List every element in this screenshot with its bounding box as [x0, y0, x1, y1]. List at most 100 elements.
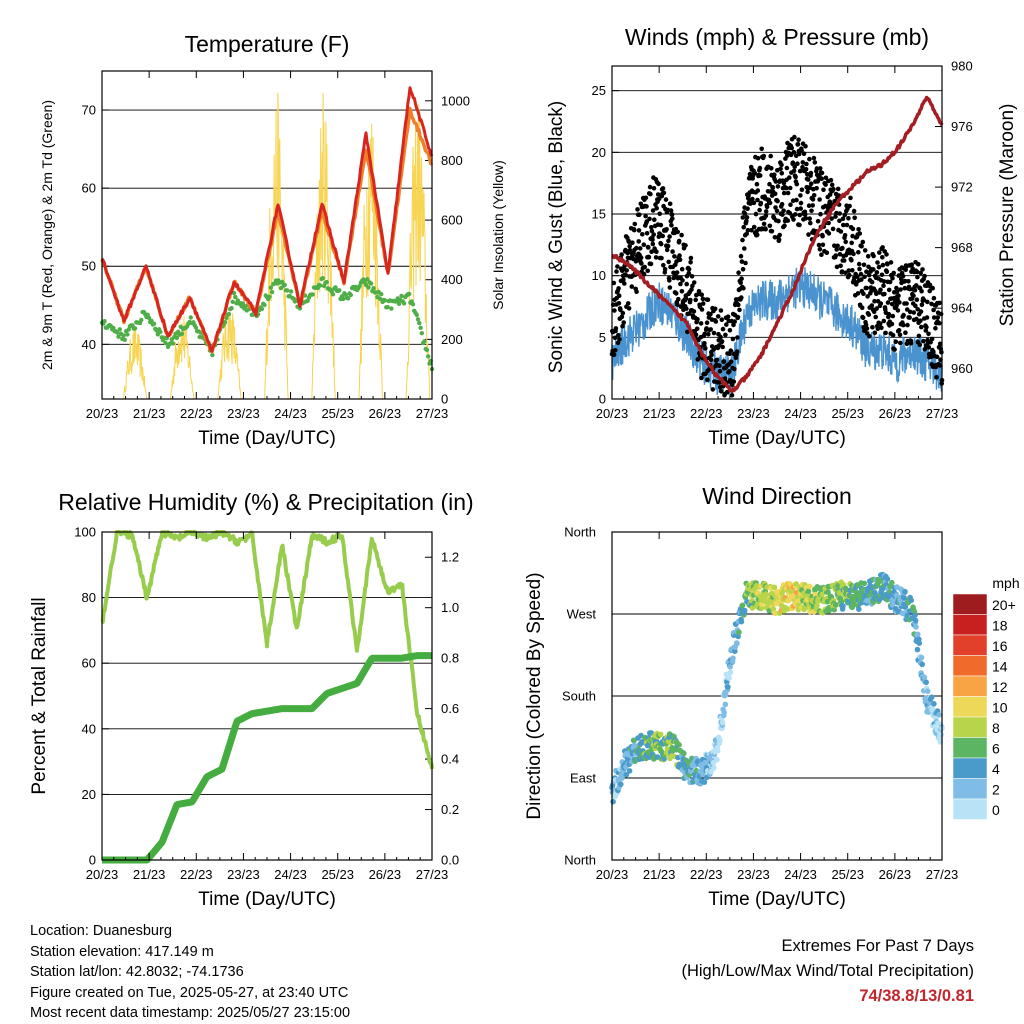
gust-point — [702, 331, 707, 337]
y-tick-label: 70 — [82, 103, 96, 118]
gust-point — [919, 324, 924, 330]
winds-title: Winds (mph) & Pressure (mb) — [625, 24, 929, 50]
dewpoint-point — [125, 332, 130, 337]
gust-point — [885, 300, 891, 305]
dewpoint-point — [163, 340, 168, 346]
gust-point — [651, 186, 657, 191]
y-right-tick-label: 968 — [951, 240, 973, 255]
dewpoint-point — [396, 301, 402, 306]
gust-point — [713, 319, 719, 324]
gust-point — [934, 354, 940, 360]
direction-tick-label: South — [562, 689, 596, 704]
direction-point — [610, 798, 616, 805]
gust-point — [623, 272, 629, 278]
gust-point — [826, 220, 831, 226]
gust-point — [817, 247, 823, 252]
dewpoint-point — [365, 277, 370, 282]
x-tick-label: 20/23 — [596, 867, 629, 882]
gust-point — [693, 332, 699, 338]
gust-point — [727, 328, 733, 333]
gust-point — [929, 336, 935, 342]
gust-point — [816, 242, 822, 248]
gust-point — [699, 307, 705, 312]
direction-point — [732, 648, 738, 654]
gust-point — [661, 262, 666, 268]
y-tick-label: 20 — [82, 787, 96, 802]
gust-point — [634, 289, 639, 295]
dewpoint-point — [366, 285, 371, 290]
gust-point — [616, 301, 622, 306]
colorbar-swatch — [952, 614, 988, 636]
gust-point — [743, 260, 748, 266]
gust-point — [847, 203, 852, 209]
x-tick-label: 22/23 — [690, 406, 723, 421]
gust-point — [621, 320, 626, 325]
direction-point — [914, 646, 921, 653]
y-tick-label: 15 — [592, 207, 606, 222]
gust-point — [781, 190, 787, 196]
gust-point — [904, 301, 909, 306]
dewpoint-point — [146, 315, 152, 321]
gust-point — [781, 208, 786, 213]
colorbar-label: 8 — [992, 720, 1000, 736]
humidity-frame — [101, 531, 433, 861]
gust-point — [718, 389, 724, 394]
gust-point — [703, 346, 708, 351]
gust-point — [757, 173, 763, 178]
gust-point — [910, 266, 915, 271]
pressure-line — [611, 95, 944, 394]
gust-point — [785, 218, 791, 223]
gust-point — [841, 258, 847, 263]
gust-point — [834, 247, 839, 252]
gust-point — [842, 212, 848, 218]
gust-point — [613, 326, 619, 331]
gust-point — [855, 274, 860, 279]
gust-point — [889, 321, 895, 327]
gust-point — [903, 330, 908, 336]
direction-tick-label: North — [564, 853, 596, 868]
dewpoint-point — [305, 298, 310, 304]
colorbar-swatch — [952, 757, 988, 779]
y-tick-label: 50 — [82, 259, 96, 274]
gust-point — [711, 330, 717, 336]
gust-point — [729, 393, 735, 398]
extremes-subheading: (High/Low/Max Wind/Total Precipitation) — [681, 962, 974, 980]
gust-point — [754, 232, 760, 238]
gust-point — [837, 218, 842, 224]
direction-point — [749, 605, 756, 611]
gust-point — [616, 286, 621, 291]
x-tick-label: 23/23 — [227, 406, 260, 421]
gust-point — [834, 264, 840, 270]
y-tick-label: 40 — [82, 337, 96, 352]
gust-point — [719, 317, 725, 323]
gust-point — [885, 261, 890, 267]
gust-point — [879, 325, 884, 331]
gust-point — [636, 228, 642, 233]
x-tick-label: 25/23 — [321, 406, 354, 421]
gust-point — [817, 197, 822, 202]
gust-point — [782, 223, 787, 228]
dewpoint-point — [341, 296, 346, 302]
gust-point — [750, 196, 755, 202]
gust-point — [902, 285, 908, 291]
temperature-ylabel-left: 2m & 9m T (Red, Orange) & 2m Td (Green) — [39, 100, 55, 370]
x-tick-label: 25/23 — [831, 406, 864, 421]
direction-point — [772, 610, 778, 616]
gust-point — [749, 227, 754, 233]
gust-point — [797, 212, 803, 218]
colorbar-label: 2 — [992, 782, 1000, 798]
gust-point — [856, 227, 861, 232]
gust-point — [784, 185, 789, 191]
direction-point — [931, 701, 937, 707]
dewpoint-point — [330, 292, 336, 297]
gust-point — [705, 377, 710, 383]
gust-point — [644, 231, 650, 236]
gust-point — [741, 224, 746, 230]
gust-point — [791, 217, 796, 222]
gust-point — [918, 309, 924, 314]
direction-point — [912, 617, 919, 624]
gust-point — [829, 182, 835, 188]
dewpoint-point — [417, 320, 422, 326]
gust-point — [740, 215, 746, 220]
dewpoint-point — [310, 292, 315, 297]
